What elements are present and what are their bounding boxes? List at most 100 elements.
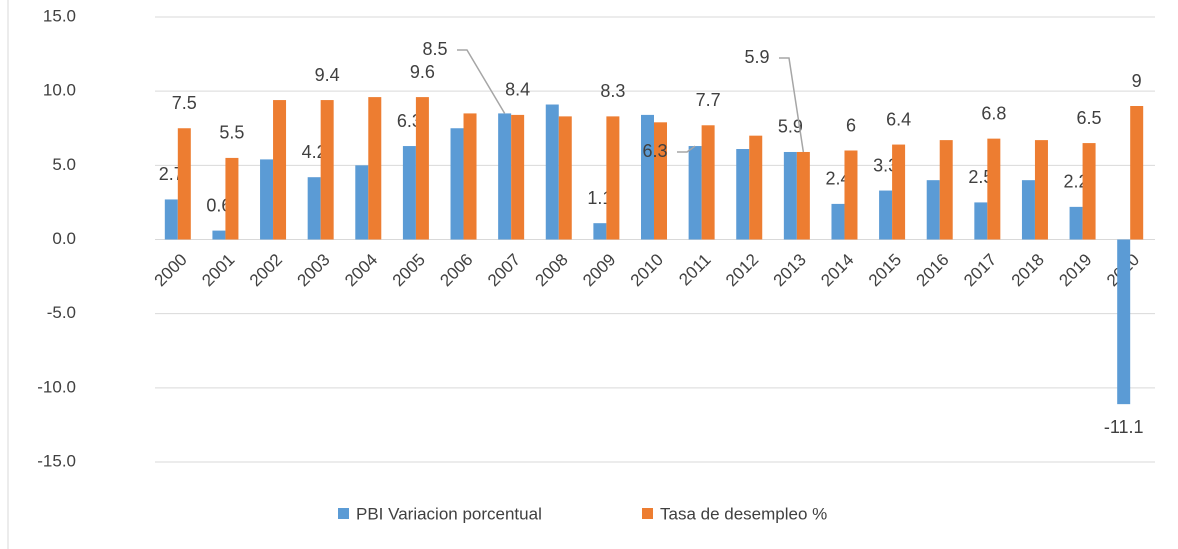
y-tick-label: -15.0 <box>37 451 76 470</box>
x-tick-label: 2002 <box>246 250 286 290</box>
data-label: 9.6 <box>410 62 435 82</box>
bar <box>939 140 953 240</box>
leader-line <box>677 145 696 153</box>
legend-label: Tasa de desempleo % <box>660 504 827 523</box>
x-tick-label: 2017 <box>960 250 1000 290</box>
data-label: 3.3 <box>873 155 898 175</box>
leader-line <box>457 49 506 114</box>
bar <box>641 114 654 240</box>
legend-swatch <box>642 508 653 519</box>
bar <box>987 138 1001 240</box>
data-label: 0.6 <box>206 195 231 215</box>
bar <box>1130 106 1144 240</box>
bar <box>844 150 858 240</box>
x-tick-label: 2007 <box>484 250 524 290</box>
bar <box>320 100 334 240</box>
bar <box>368 97 382 240</box>
x-tick-label: 2010 <box>627 250 667 290</box>
bar <box>688 146 702 240</box>
bar <box>926 180 940 240</box>
data-label: 7.5 <box>172 93 197 113</box>
bar <box>545 104 559 240</box>
data-label: 8.4 <box>505 80 530 100</box>
data-label: 2.7 <box>159 164 184 184</box>
x-tick-label: 2005 <box>389 250 429 290</box>
y-tick-label: -5.0 <box>47 303 76 322</box>
bar <box>974 202 988 240</box>
data-label: 7.7 <box>696 90 721 110</box>
bar <box>796 151 810 240</box>
bar <box>783 151 797 240</box>
x-tick-label: 2000 <box>151 250 191 290</box>
x-tick-label: 2016 <box>913 250 953 290</box>
bar <box>355 165 369 240</box>
data-label: 5.9 <box>744 47 769 67</box>
data-label: 6.5 <box>1077 108 1102 128</box>
bar <box>307 177 321 240</box>
data-label: 8.3 <box>600 81 625 101</box>
bar <box>593 223 607 240</box>
bar <box>1082 143 1096 240</box>
bar <box>1021 180 1035 240</box>
data-label: 2.5 <box>968 167 993 187</box>
data-label: 2.4 <box>825 169 850 189</box>
y-tick-label: 10.0 <box>43 81 76 100</box>
bar <box>450 128 464 240</box>
data-label: 5.9 <box>778 117 803 137</box>
data-label: 4.2 <box>302 142 327 162</box>
bar <box>1117 239 1131 405</box>
bar <box>701 125 715 240</box>
data-label: 6.4 <box>886 109 911 129</box>
bar <box>879 190 893 240</box>
data-label: 5.5 <box>219 123 244 143</box>
leader-line <box>779 57 805 153</box>
data-label: 9 <box>1132 71 1142 91</box>
x-tick-label: 2019 <box>1055 250 1095 290</box>
y-tick-label: 0.0 <box>52 229 76 248</box>
bar <box>1069 206 1083 240</box>
bar <box>558 116 572 240</box>
bar <box>402 146 416 240</box>
x-tick-label: 2008 <box>532 250 572 290</box>
x-tick-label: 2001 <box>198 250 238 290</box>
data-label: 1.1 <box>587 188 612 208</box>
legend-label: PBI Variacion porcentual <box>356 504 542 523</box>
bar <box>1034 140 1048 240</box>
bar <box>415 97 429 240</box>
bar <box>225 157 239 240</box>
bar <box>606 116 620 240</box>
bar <box>273 100 287 240</box>
data-label: 9.4 <box>315 65 340 85</box>
bar <box>463 113 477 240</box>
bar <box>831 203 845 240</box>
y-tick-label: 15.0 <box>43 6 76 25</box>
y-tick-label: -10.0 <box>37 377 76 396</box>
x-tick-label: 2009 <box>579 250 619 290</box>
x-tick-label: 2013 <box>770 250 810 290</box>
bar <box>511 114 525 240</box>
bar <box>260 159 274 240</box>
bar <box>654 122 667 240</box>
x-tick-label: 2012 <box>722 250 762 290</box>
bar <box>177 128 191 240</box>
data-label: 6.3 <box>397 111 422 131</box>
bar <box>212 230 226 240</box>
x-tick-label: 2004 <box>341 250 381 290</box>
data-label: 6.3 <box>642 141 667 161</box>
x-tick-label: 2011 <box>675 250 714 289</box>
x-tick-label: 2015 <box>865 250 905 290</box>
bar <box>736 149 750 240</box>
x-tick-label: 2018 <box>1008 250 1048 290</box>
legend-swatch <box>338 508 349 519</box>
bar <box>164 199 178 240</box>
x-tick-label: 2003 <box>293 250 333 290</box>
y-tick-label: 5.0 <box>52 155 76 174</box>
data-label: 6.8 <box>981 103 1006 123</box>
bar <box>498 113 512 240</box>
x-tick-label: 2006 <box>436 250 476 290</box>
bar <box>892 144 906 240</box>
data-label: 8.5 <box>422 39 447 59</box>
x-tick-label: 2014 <box>817 250 857 290</box>
bar <box>749 135 763 240</box>
